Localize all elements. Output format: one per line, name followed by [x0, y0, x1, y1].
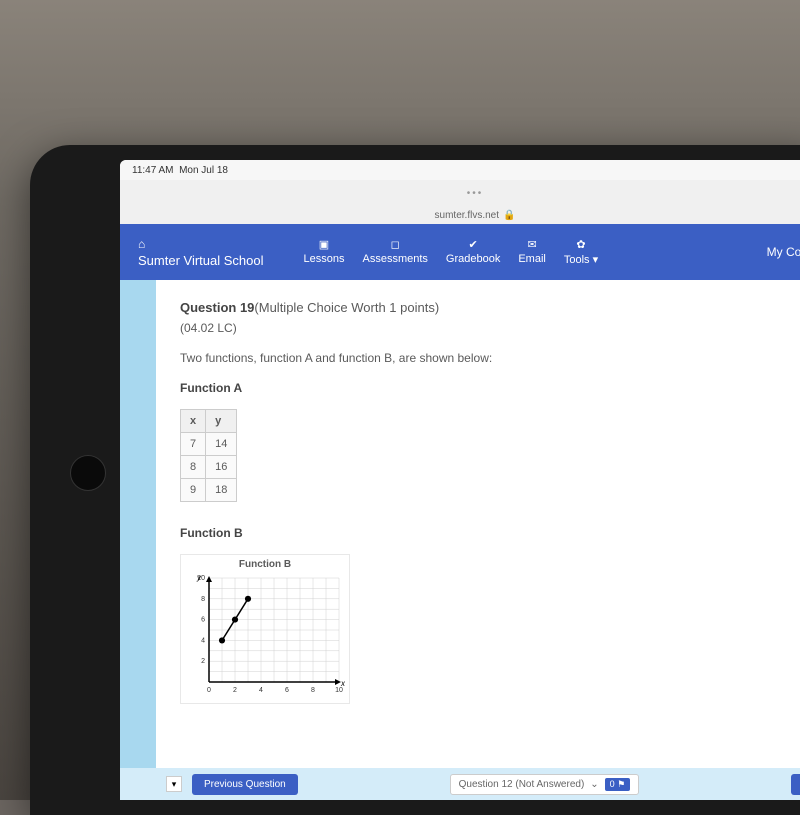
scroll-down-icon[interactable]: ▾ [166, 776, 182, 792]
table-cell: 8 [181, 456, 206, 479]
nav-item-label: Email [518, 253, 546, 265]
tablet-home-button[interactable] [70, 455, 106, 491]
svg-text:2: 2 [201, 658, 205, 665]
svg-text:0: 0 [207, 687, 211, 694]
svg-text:8: 8 [201, 596, 205, 603]
chevron-down-icon: ⌄ [590, 779, 598, 790]
table-header: x [181, 410, 206, 433]
svg-text:4: 4 [259, 687, 263, 694]
table-cell: 18 [206, 479, 237, 502]
main-nav: ⌂ Sumter Virtual School ▣ Lessons ◻ Asse… [120, 224, 800, 280]
nav-assessments[interactable]: ◻ Assessments [362, 238, 427, 266]
book-icon: ▣ [319, 238, 329, 251]
nav-item-label: Assessments [362, 253, 427, 265]
content-area: Question 19(Multiple Choice Worth 1 poin… [120, 280, 800, 786]
home-icon: ⌂ [138, 237, 145, 251]
check-icon: ✔ [469, 238, 478, 251]
nav-items: ▣ Lessons ◻ Assessments ✔ Gradebook ✉ Em… [304, 238, 767, 266]
previous-question-button[interactable]: Previous Question [192, 774, 298, 795]
footer-bar: ▾ Previous Question Question 12 (Not Ans… [120, 768, 800, 800]
table-row: 7 14 [181, 433, 237, 456]
browser-menu-dots: ••• [467, 188, 484, 199]
lock-icon: 🔒 [503, 210, 515, 221]
question-prompt: Two functions, function A and function B… [180, 351, 800, 365]
gear-icon: ✿ [576, 238, 585, 251]
svg-text:6: 6 [201, 617, 205, 624]
chart-title: Function B [185, 559, 345, 570]
browser-address[interactable]: sumter.flvs.net 🔒 [120, 206, 800, 224]
table-header-row: x y [181, 410, 237, 433]
svg-text:10: 10 [335, 687, 343, 694]
function-a-table: x y 7 14 8 16 9 [180, 409, 237, 502]
side-strip [120, 280, 156, 786]
nav-item-label: Tools ▾ [564, 253, 598, 266]
chart-svg: 0246810246810xy [185, 572, 345, 700]
nav-my-courses[interactable]: My Cour [767, 245, 800, 259]
svg-text:6: 6 [285, 687, 289, 694]
question-title: Question 19(Multiple Choice Worth 1 poin… [180, 300, 800, 315]
nav-item-label: Lessons [304, 253, 345, 265]
clipboard-icon: ◻ [391, 238, 400, 251]
svg-text:8: 8 [311, 687, 315, 694]
svg-text:x: x [340, 679, 345, 688]
status-bar: 11:47 AM Mon Jul 18 [120, 160, 800, 180]
next-question-button[interactable]: Ne [791, 774, 800, 795]
tablet-frame: 11:47 AM Mon Jul 18 ••• sumter.flvs.net … [30, 145, 800, 815]
table-cell: 7 [181, 433, 206, 456]
nav-email[interactable]: ✉ Email [518, 238, 546, 266]
status-time: 11:47 AM Mon Jul 18 [132, 165, 228, 176]
comment-badge: 0 ⚑ [605, 778, 631, 791]
brand-text: Sumter Virtual School [138, 253, 264, 268]
table-header: y [206, 410, 237, 433]
tablet-screen: 11:47 AM Mon Jul 18 ••• sumter.flvs.net … [120, 160, 800, 800]
function-a-label: Function A [180, 381, 800, 395]
svg-text:2: 2 [233, 687, 237, 694]
question-code: (04.02 LC) [180, 321, 800, 335]
nav-lessons[interactable]: ▣ Lessons [304, 238, 345, 266]
table-row: 9 18 [181, 479, 237, 502]
function-b-chart: Function B 0246810246810xy [180, 554, 350, 704]
nav-tools[interactable]: ✿ Tools ▾ [564, 238, 598, 266]
table-row: 8 16 [181, 456, 237, 479]
nav-gradebook[interactable]: ✔ Gradebook [446, 238, 500, 266]
browser-url-bar[interactable]: ••• [120, 180, 800, 206]
table-cell: 16 [206, 456, 237, 479]
nav-brand[interactable]: ⌂ Sumter Virtual School [138, 237, 264, 268]
question-status-dropdown[interactable]: Question 12 (Not Answered) ⌄ 0 ⚑ [450, 774, 640, 795]
nav-item-label: Gradebook [446, 253, 500, 265]
mail-icon: ✉ [527, 238, 536, 251]
status-text: Question 12 (Not Answered) [459, 779, 585, 790]
url-text: sumter.flvs.net [435, 210, 499, 221]
table-cell: 14 [206, 433, 237, 456]
table-cell: 9 [181, 479, 206, 502]
question-panel: Question 19(Multiple Choice Worth 1 poin… [156, 280, 800, 786]
function-b-label: Function B [180, 526, 800, 540]
svg-text:4: 4 [201, 637, 205, 644]
